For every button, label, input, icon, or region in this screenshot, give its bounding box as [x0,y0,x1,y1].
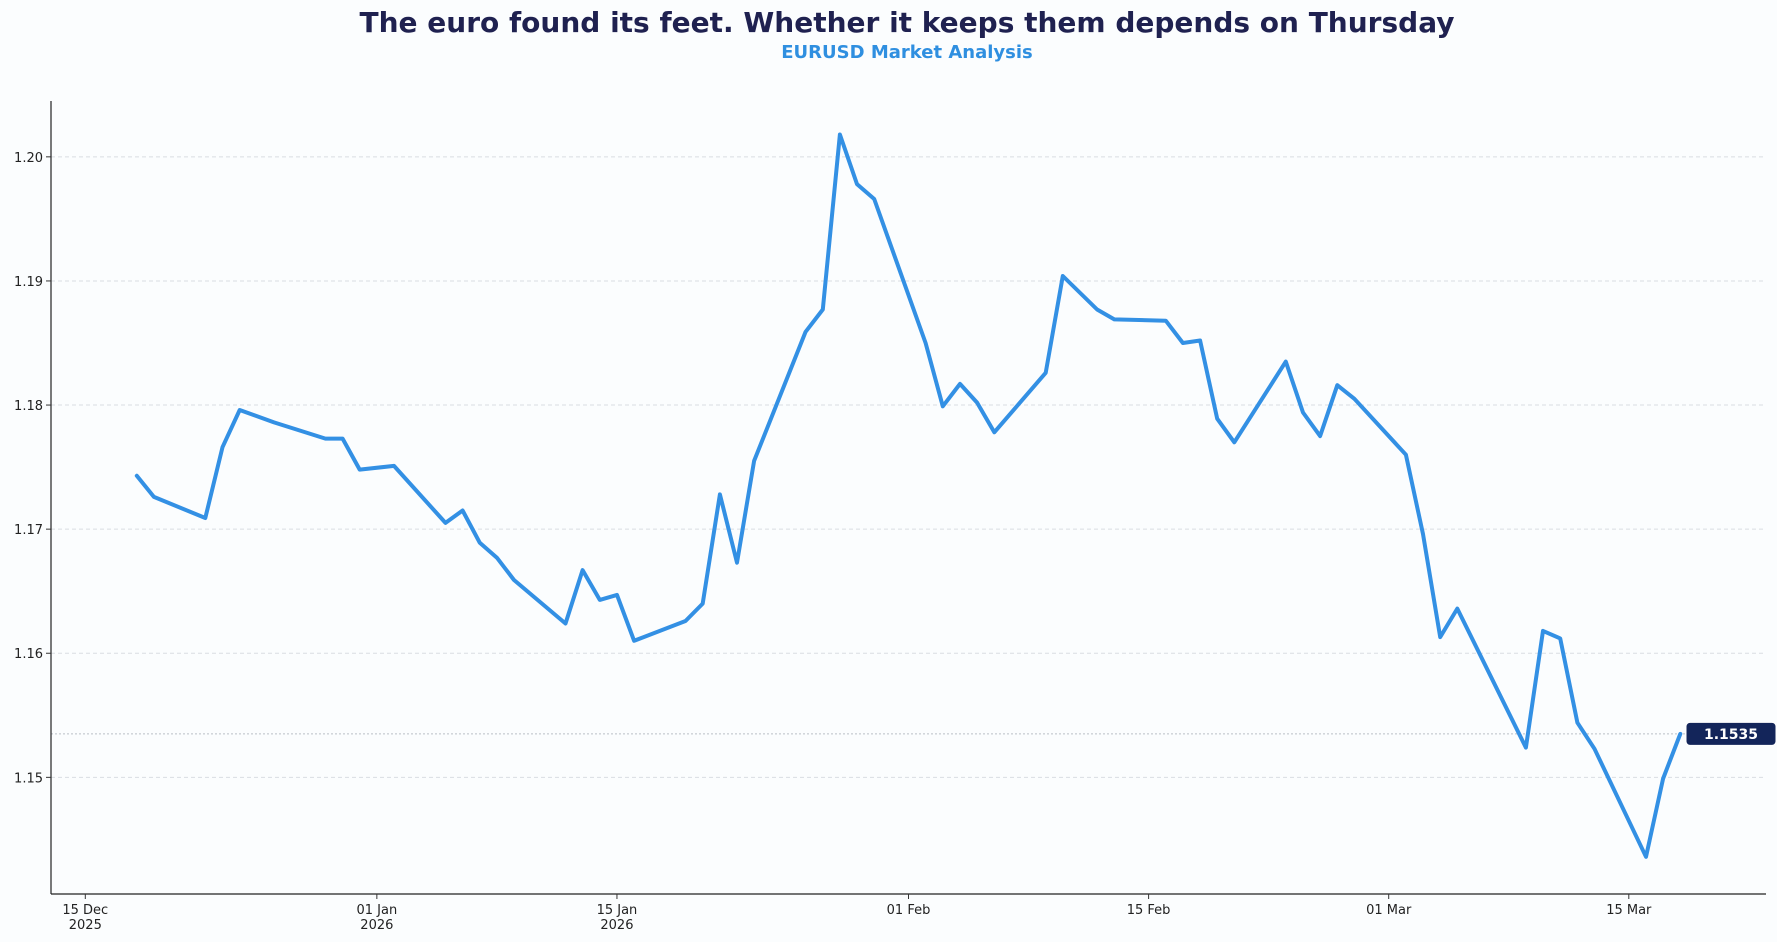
last-value-badge-group: 1.1535 [1685,721,1777,746]
y-tick-label: 1.17 [14,523,43,538]
x-tick-year-label: 2025 [69,918,102,933]
x-tick-year-label: 2026 [360,918,393,933]
last-value-badge-label: 1.1535 [1704,727,1758,743]
chart-subtitle: EURUSD Market Analysis [781,42,1032,63]
x-tick-label: 15 Feb [1127,903,1171,918]
x-tick-label: 01 Feb [887,903,931,918]
x-tick-label: 15 Dec [62,903,108,918]
x-tick-label: 01 Mar [1366,903,1412,918]
series-group [134,132,1683,859]
y-tick-labels: 1.15 1.16 1.17 1.18 1.19 1.20 [14,151,51,786]
y-tick-label: 1.18 [14,399,43,414]
y-tick-label: 1.16 [14,647,43,662]
last-value-badge [1685,721,1777,746]
chart-title: The euro found its feet. Whether it keep… [360,6,1455,39]
y-tick-label: 1.20 [14,151,43,166]
y-tick-label: 1.19 [14,275,43,290]
axes [50,101,1766,895]
x-tick-label: 15 Jan [597,903,638,918]
y-tick-label: 1.15 [14,771,43,786]
x-tick-label: 01 Jan [356,903,397,918]
x-tick-year-label: 2026 [600,918,633,933]
series-line [134,132,1683,859]
grid-lines [51,156,1766,778]
x-tick-label: 15 Mar [1606,903,1652,918]
